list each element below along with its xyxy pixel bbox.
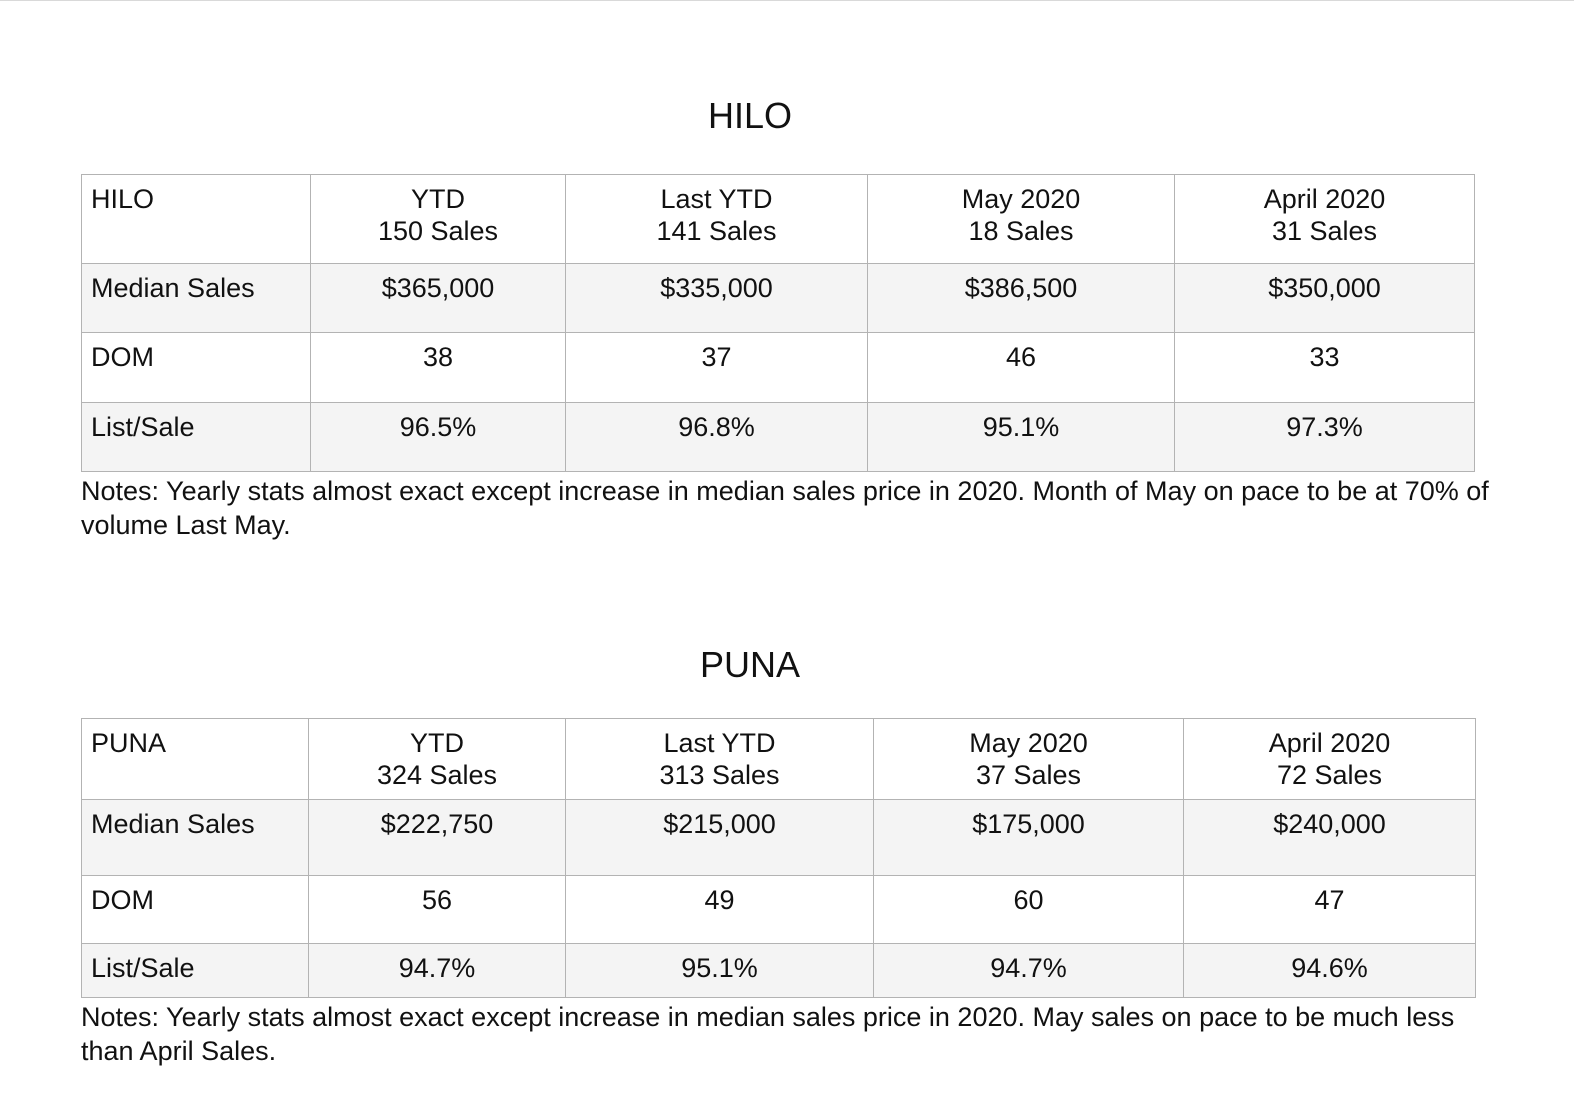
- table-cell: 94.7%: [873, 943, 1184, 998]
- table-row: List/Sale 94.7% 95.1% 94.7% 94.6%: [81, 943, 1476, 998]
- row-label-median-sales: Median Sales: [81, 799, 309, 876]
- table-cell: 95.1%: [565, 943, 874, 998]
- table-cell: $335,000: [565, 263, 868, 333]
- table-cell: 96.5%: [310, 402, 566, 472]
- table-cell: 49: [565, 875, 874, 944]
- table-cell: $365,000: [310, 263, 566, 333]
- puna-notes: Notes: Yearly stats almost exact except …: [81, 1002, 1455, 1066]
- table-cell: $222,750: [308, 799, 566, 876]
- column-header-april-2020: April 2020 72 Sales: [1183, 718, 1476, 800]
- hilo-title: HILO: [707, 95, 793, 136]
- table-cell: 33: [1174, 332, 1475, 403]
- row-label-median-sales: Median Sales: [81, 263, 311, 333]
- table-header-row: PUNA YTD 324 Sales Last YTD 313 Sales Ma…: [81, 718, 1476, 800]
- table-cell: $386,500: [867, 263, 1175, 333]
- table-cell: $175,000: [873, 799, 1184, 876]
- row-label-dom: DOM: [81, 875, 309, 944]
- table-header-row: HILO YTD 150 Sales Last YTD 141 Sales Ma…: [81, 174, 1475, 264]
- table-cell: 47: [1183, 875, 1476, 944]
- table-cell: $240,000: [1183, 799, 1476, 876]
- table-corner-label: HILO: [81, 174, 311, 264]
- puna-stats-table: PUNA YTD 324 Sales Last YTD 313 Sales Ma…: [81, 718, 1476, 998]
- hilo-notes: Notes: Yearly stats almost exact except …: [81, 476, 1489, 540]
- table-cell: $215,000: [565, 799, 874, 876]
- column-header-may-2020: May 2020 37 Sales: [873, 718, 1184, 800]
- table-row: List/Sale 96.5% 96.8% 95.1% 97.3%: [81, 402, 1475, 472]
- table-row: Median Sales $222,750 $215,000 $175,000 …: [81, 799, 1476, 876]
- row-label-list-sale: List/Sale: [81, 402, 311, 472]
- table-cell: 56: [308, 875, 566, 944]
- table-corner-label: PUNA: [81, 718, 309, 800]
- table-cell: 37: [565, 332, 868, 403]
- table-cell: 96.8%: [565, 402, 868, 472]
- table-cell: 95.1%: [867, 402, 1175, 472]
- table-cell: 38: [310, 332, 566, 403]
- table-row: Median Sales $365,000 $335,000 $386,500 …: [81, 263, 1475, 333]
- table-row: DOM 56 49 60 47: [81, 875, 1476, 944]
- puna-title: PUNA: [699, 644, 801, 685]
- table-cell: 60: [873, 875, 1184, 944]
- top-divider: [0, 0, 1574, 1]
- table-cell: $350,000: [1174, 263, 1475, 333]
- hilo-stats-table: HILO YTD 150 Sales Last YTD 141 Sales Ma…: [81, 174, 1475, 472]
- column-header-may-2020: May 2020 18 Sales: [867, 174, 1175, 264]
- row-label-list-sale: List/Sale: [81, 943, 309, 998]
- column-header-april-2020: April 2020 31 Sales: [1174, 174, 1475, 264]
- table-cell: 97.3%: [1174, 402, 1475, 472]
- column-header-last-ytd: Last YTD 141 Sales: [565, 174, 868, 264]
- column-header-last-ytd: Last YTD 313 Sales: [565, 718, 874, 800]
- row-label-dom: DOM: [81, 332, 311, 403]
- table-row: DOM 38 37 46 33: [81, 332, 1475, 403]
- table-cell: 94.6%: [1183, 943, 1476, 998]
- column-header-ytd: YTD 150 Sales: [310, 174, 566, 264]
- table-cell: 94.7%: [308, 943, 566, 998]
- table-cell: 46: [867, 332, 1175, 403]
- column-header-ytd: YTD 324 Sales: [308, 718, 566, 800]
